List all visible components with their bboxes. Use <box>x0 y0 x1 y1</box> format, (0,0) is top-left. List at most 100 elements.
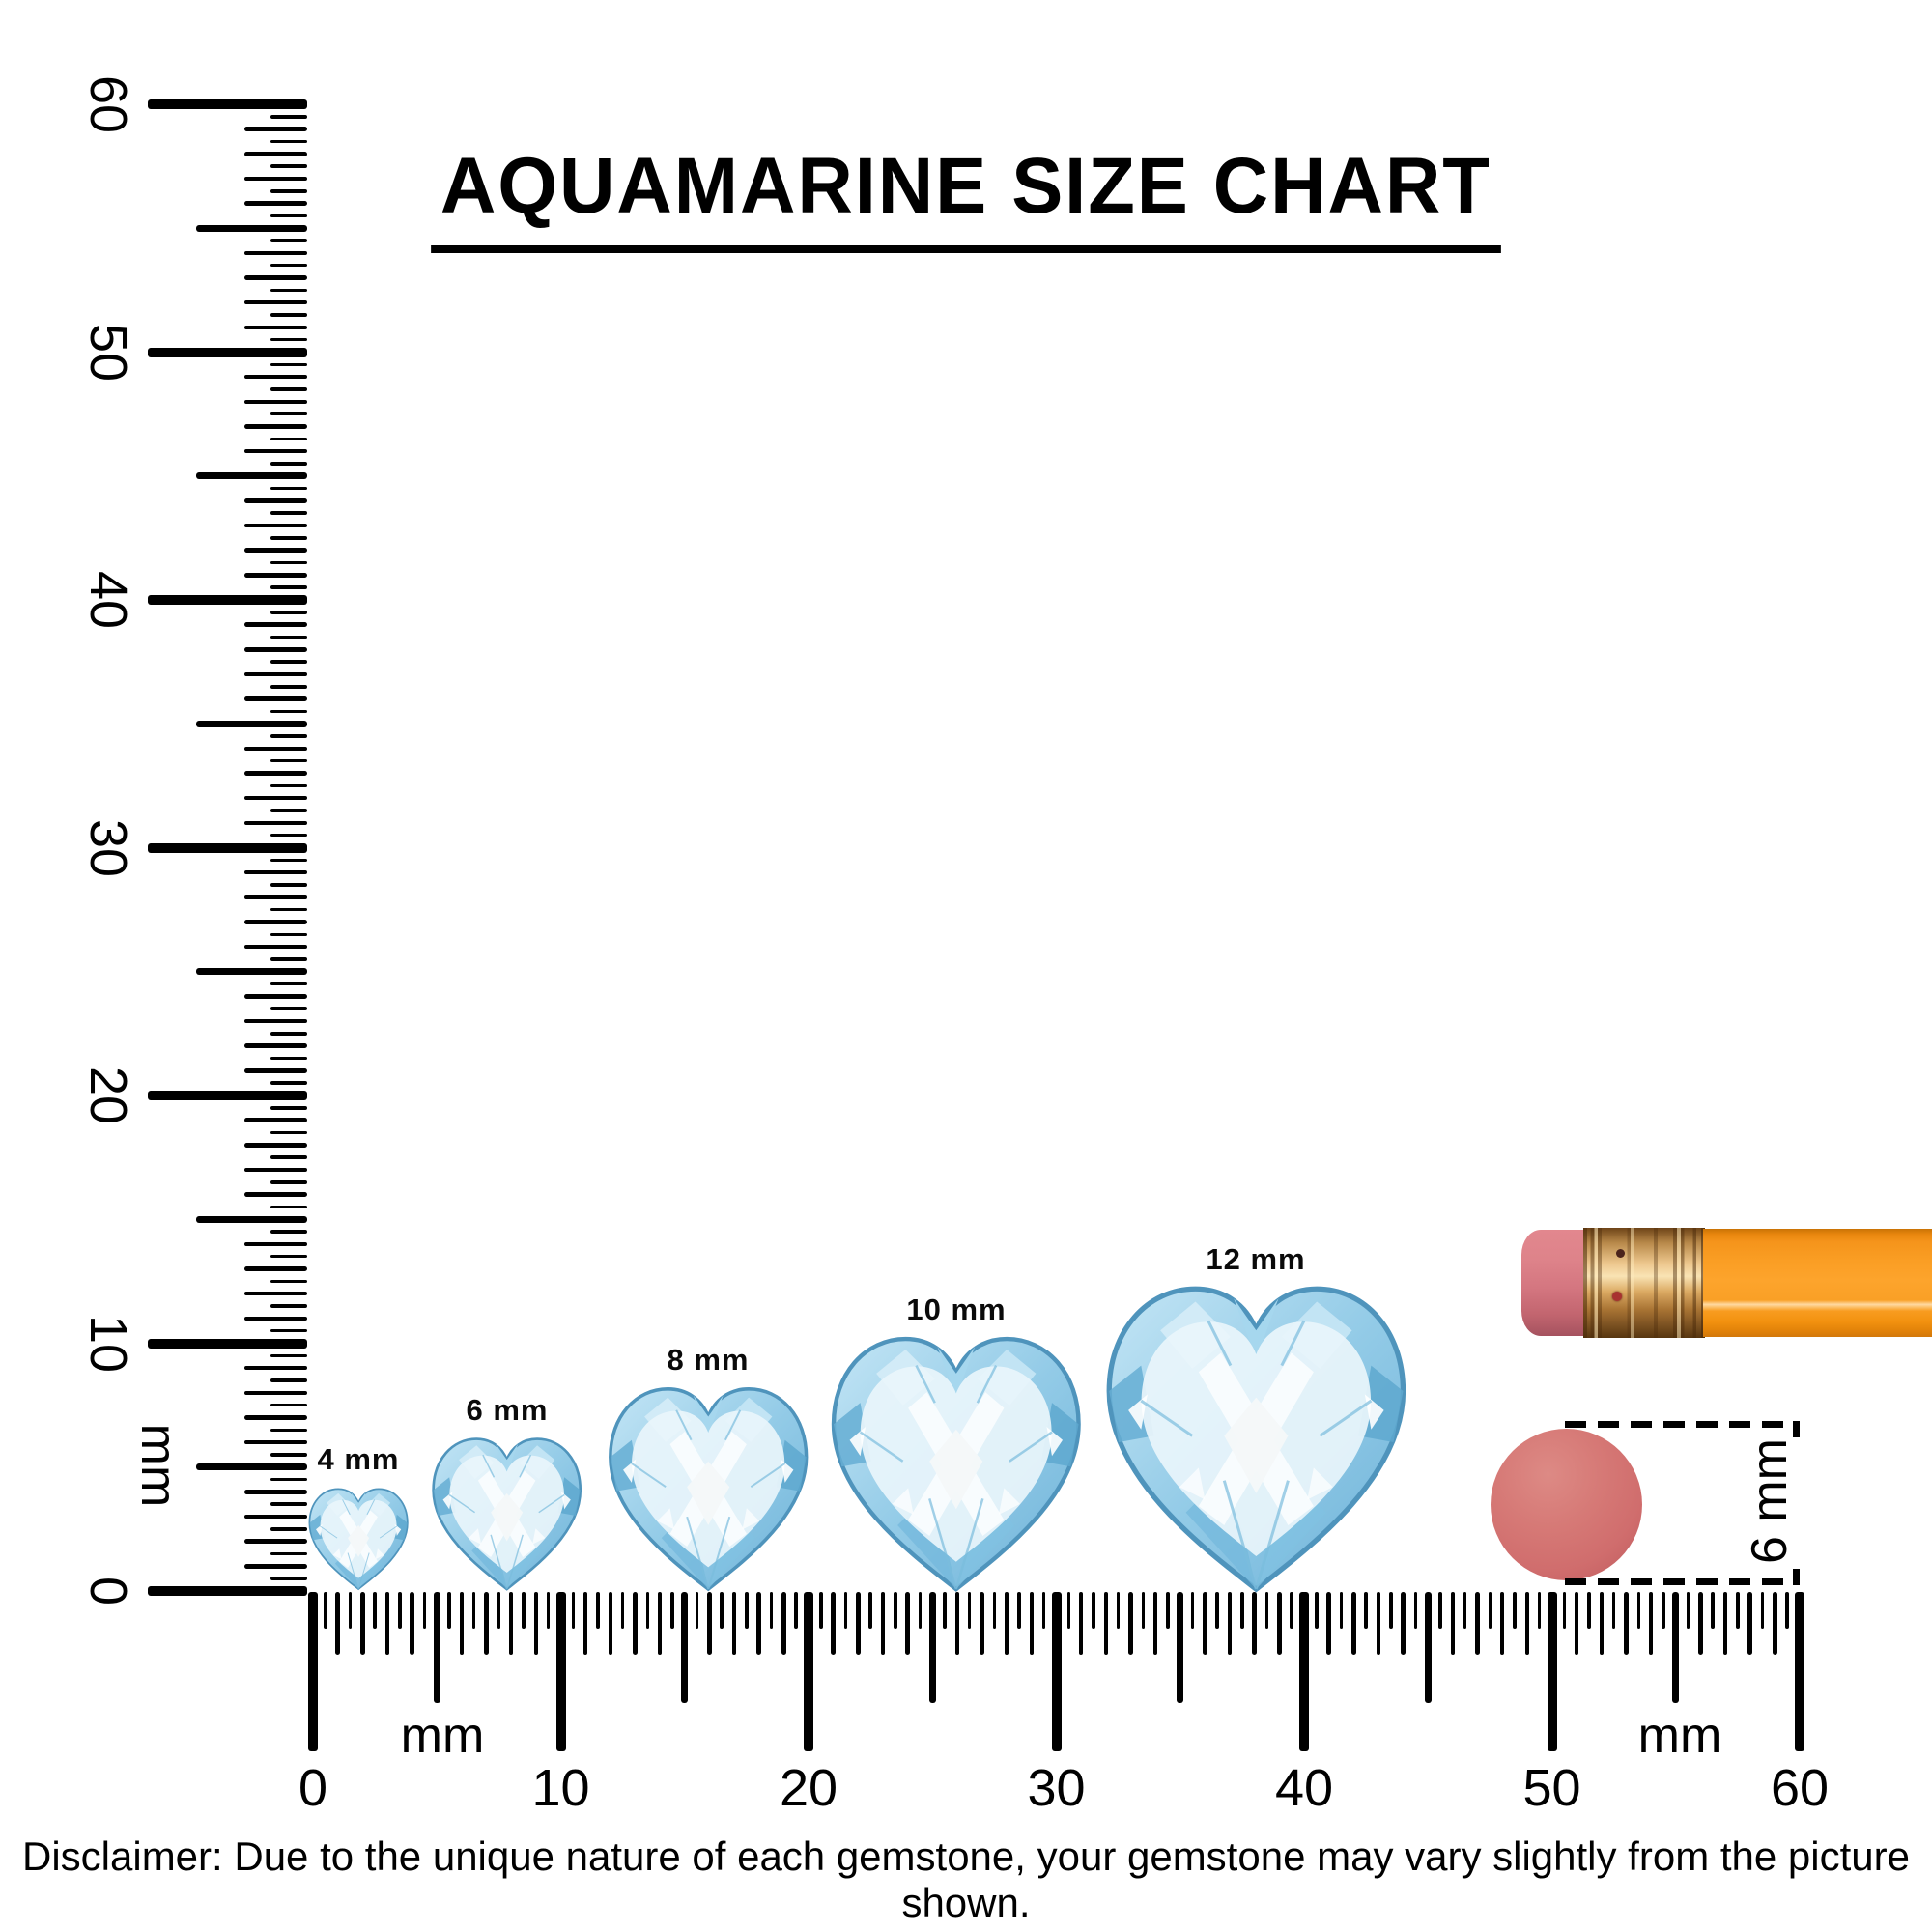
ruler-tick <box>918 1592 923 1629</box>
ruler-tick <box>270 957 307 961</box>
ruler-tick <box>270 437 307 441</box>
ruler-tick <box>270 1130 307 1135</box>
ruler-tick <box>1537 1592 1542 1629</box>
pencil <box>1521 1228 1932 1338</box>
ruler-tick <box>1166 1592 1170 1629</box>
ruler-tick <box>244 573 307 578</box>
ruler-tick <box>1203 1592 1208 1655</box>
ruler-tick <box>1662 1592 1665 1629</box>
ruler-tick <box>244 498 307 503</box>
ruler-tick <box>1624 1592 1629 1655</box>
measure-hook-bottom <box>1793 1569 1800 1585</box>
ruler-tick <box>270 1304 307 1308</box>
ruler-tick <box>1227 1592 1233 1655</box>
ruler-tick <box>384 1592 390 1655</box>
ruler-tick <box>270 164 307 168</box>
ruler-tick <box>270 139 307 144</box>
ruler-tick <box>373 1592 377 1629</box>
ruler-tick <box>244 1316 307 1321</box>
ruler-tick <box>980 1592 984 1655</box>
ruler-tick <box>244 1439 307 1445</box>
ruler-tick <box>244 1266 307 1271</box>
ruler-tick <box>244 1143 307 1148</box>
ruler-tick <box>244 696 307 701</box>
ruler-tick <box>497 1592 501 1629</box>
ruler-tick <box>270 1551 307 1556</box>
ruler-tick <box>244 176 307 182</box>
ruler-tick <box>148 347 307 357</box>
ruler-tick <box>270 1577 307 1580</box>
ruler-tick <box>1450 1592 1456 1655</box>
ruler-tick <box>244 1043 307 1048</box>
ruler-tick <box>270 263 307 268</box>
ruler-tick <box>270 1527 307 1531</box>
ruler-tick <box>270 412 307 416</box>
ruler-tick <box>522 1592 526 1629</box>
ruler-tick <box>270 313 307 317</box>
aquamarine-heart-gem-12mm <box>1096 1276 1416 1596</box>
ruler-tick <box>270 809 307 812</box>
ruler-tick <box>1795 1592 1804 1751</box>
ruler-tick <box>1574 1592 1579 1655</box>
measure-dash-top <box>1565 1421 1800 1428</box>
ruler-tick <box>582 1592 588 1655</box>
measure-dash-bottom <box>1565 1578 1800 1585</box>
ruler-tick <box>244 523 307 528</box>
ruler-tick <box>270 239 307 242</box>
ruler-tick <box>868 1592 872 1629</box>
ruler-tick <box>244 869 307 875</box>
ruler-tick <box>410 1592 414 1655</box>
ruler-tick <box>533 1592 539 1655</box>
ruler-tick <box>244 1390 307 1396</box>
ruler-tick <box>1672 1592 1680 1703</box>
ruler-tick <box>270 611 307 614</box>
ruler-tick <box>196 224 307 232</box>
disclaimer-text: Disclaimer: Due to the unique nature of … <box>22 1833 1910 1925</box>
horizontal-ruler-number: 20 <box>779 1759 838 1817</box>
ruler-tick <box>244 127 307 131</box>
ruler-tick <box>308 1592 318 1751</box>
ruler-tick <box>270 1230 307 1234</box>
ruler-tick <box>681 1592 689 1703</box>
ruler-tick <box>555 1592 566 1751</box>
vertical-ruler-number: 50 <box>79 323 137 382</box>
title-wrap: AQUAMARINE SIZE CHART <box>0 141 1932 253</box>
ruler-tick <box>270 511 307 515</box>
ruler-tick <box>148 595 307 605</box>
ruler-tick <box>244 1365 307 1371</box>
ruler-tick <box>348 1592 353 1629</box>
horizontal-ruler-number: 40 <box>1274 1759 1334 1817</box>
ruler-tick <box>270 486 307 491</box>
pencil-ferrule <box>1583 1228 1705 1338</box>
ruler-tick <box>928 1592 936 1703</box>
ruler-tick <box>270 1106 307 1110</box>
ruler-tick <box>270 734 307 738</box>
ruler-tick <box>148 99 307 109</box>
ruler-tick <box>1413 1592 1418 1629</box>
ruler-tick <box>270 213 307 218</box>
ruler-tick <box>1562 1592 1567 1629</box>
horizontal-ruler-unit-left: mm <box>400 1708 485 1764</box>
ruler-tick <box>244 771 307 776</box>
ruler-tick <box>196 472 307 480</box>
ruler-tick <box>422 1592 427 1629</box>
pencil-eraser <box>1521 1230 1585 1336</box>
ruler-tick <box>148 1338 307 1349</box>
ruler-tick <box>244 820 307 826</box>
ruler-tick <box>1215 1592 1219 1629</box>
ruler-tick <box>1599 1592 1605 1655</box>
ruler-tick <box>244 795 307 801</box>
aquamarine-heart-gem-8mm <box>602 1380 814 1593</box>
gem-size-label: 6 mm <box>466 1392 549 1427</box>
ruler-tick <box>244 424 307 429</box>
ruler-tick <box>270 1477 307 1482</box>
ruler-tick <box>880 1592 886 1655</box>
ruler-tick <box>244 1415 307 1420</box>
ruler-tick <box>1711 1592 1715 1629</box>
horizontal-ruler-unit-right: mm <box>1637 1708 1722 1764</box>
ruler-tick <box>244 1241 307 1247</box>
ruler-tick <box>244 275 307 280</box>
ruler-tick <box>244 647 307 652</box>
ruler-tick <box>196 1215 307 1223</box>
ruler-tick <box>270 1180 307 1184</box>
